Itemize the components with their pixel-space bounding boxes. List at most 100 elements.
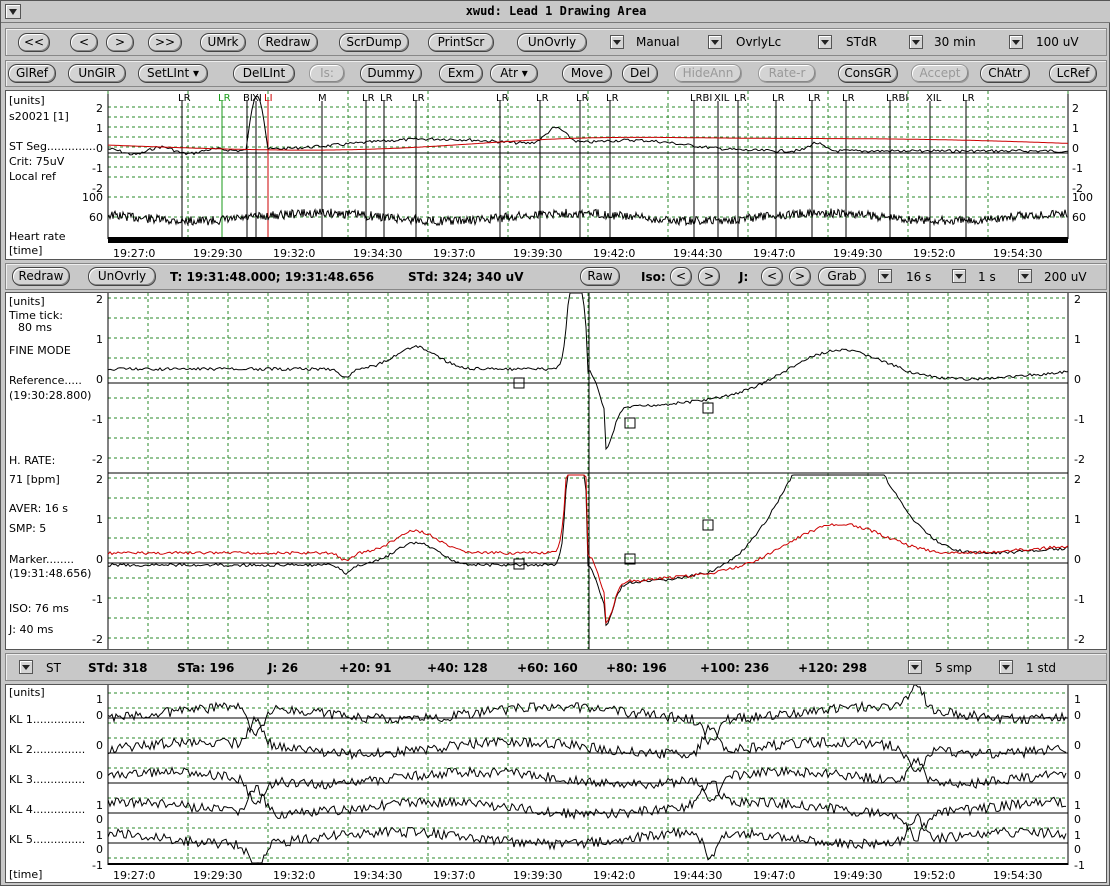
first-page-button[interactable]: <<: [18, 33, 50, 52]
last-page-button[interactable]: >>: [148, 33, 182, 52]
mode-dropdown-icon[interactable]: [610, 35, 624, 49]
beat-top-y-tick-right: -1: [1074, 413, 1085, 426]
annotation-label: LR: [576, 93, 589, 104]
grab-button[interactable]: Grab: [818, 267, 866, 286]
kl-time-tick: 19:29:30: [193, 869, 242, 882]
hideann-button[interactable]: HideAnn: [674, 64, 742, 83]
annotation-label: LR: [218, 93, 231, 104]
annotation-label: LR: [536, 93, 549, 104]
step-select[interactable]: 1 s: [978, 270, 996, 284]
kl-panel[interactable]: 1 1 0 0 0 0 0 0 1 1 0 0 1 1 0 0 -1 -1 19:27:0 19:29:30 19:32…: [5, 684, 1107, 883]
unglr-button[interactable]: UnGlR: [68, 64, 126, 83]
beat-scale-select[interactable]: 200 uV: [1044, 270, 1087, 284]
window-select[interactable]: 16 s: [906, 270, 932, 284]
is-button[interactable]: Is:: [309, 64, 345, 83]
printscr-button[interactable]: PrintScr: [428, 33, 494, 52]
beat-unovrly-button[interactable]: UnOvrly: [88, 267, 156, 286]
kl-y-tick-left: 0: [96, 813, 103, 826]
trend-time-tick: 19:27:0: [113, 247, 155, 259]
beat-plot[interactable]: 2 2 1 1 0 0 -1 -1 -2 -2 2 2 1 1 0 0 -1 -1 -2 -2: [6, 293, 1106, 649]
std-select[interactable]: 1 std: [1026, 661, 1057, 675]
exm-button[interactable]: Exm: [439, 64, 483, 83]
hr-y-tick-right: 100: [1072, 191, 1093, 204]
heart-rate-label: Heart rate: [9, 230, 66, 243]
beat-toolbar: Redraw UnOvrly T: 19:31:48.000; 19:31:48…: [5, 263, 1107, 290]
heart-rate-line: [107, 208, 1068, 227]
scrdump-button[interactable]: ScrDump: [339, 33, 409, 52]
fine-mode-label: FINE MODE: [9, 344, 71, 357]
stdr-dropdown-icon[interactable]: [818, 35, 832, 49]
kl-y-tick-left: 1: [96, 693, 103, 706]
current-beat-line: [107, 474, 1069, 627]
fiducial-square: [513, 377, 525, 389]
move-button[interactable]: Move: [562, 64, 612, 83]
glref-button[interactable]: GlRef: [8, 64, 56, 83]
dummy-button[interactable]: Dummy: [360, 64, 422, 83]
trend-panel[interactable]: 2 2 1 1 0 0 -1 -1 -2 -2 100 100 60 60 LR LR BI XI LI M LR LR L…: [5, 90, 1107, 260]
trend-time-tick: 19:44:30: [673, 247, 722, 259]
kl5-line: [107, 813, 1067, 864]
chatr-button[interactable]: ChAtr: [980, 64, 1030, 83]
annotation-label: LR: [962, 93, 975, 104]
span-select[interactable]: 30 min: [934, 35, 976, 49]
kl-y-tick-right: 0: [1074, 709, 1081, 722]
j-left-button[interactable]: <: [761, 267, 783, 286]
lcref-button[interactable]: LcRef: [1049, 64, 1097, 83]
setlint-button[interactable]: SetLInt ▾: [138, 64, 208, 83]
window-dropdown-icon[interactable]: [878, 269, 892, 283]
del-button[interactable]: Del: [622, 64, 658, 83]
smp-select[interactable]: 5 smp: [935, 661, 973, 675]
local-ref-label: Local ref: [9, 170, 56, 183]
beat-bot-y-tick-right: -1: [1074, 593, 1085, 606]
stdr-select[interactable]: STdR: [846, 35, 877, 49]
hr-y-tick-left: 100: [82, 191, 103, 204]
atr-button[interactable]: Atr ▾: [490, 64, 538, 83]
kl-plot[interactable]: 1 10 00 00 01 10 01 10 0-1 -119:27:0 19:29:30 19:32…: [6, 685, 1106, 882]
marker-beat-line: [107, 474, 1069, 625]
overlay-select[interactable]: OvrlyLc: [736, 35, 782, 49]
fiducial-square: [624, 553, 636, 565]
time-tick-value: 80 ms: [18, 321, 52, 334]
redraw-button[interactable]: Redraw: [258, 33, 318, 52]
overlay-dropdown-icon[interactable]: [708, 35, 722, 49]
trend-y-tick-left: 0: [96, 142, 103, 155]
std-dropdown-icon[interactable]: [999, 660, 1013, 674]
iso-left-button[interactable]: <: [670, 267, 692, 286]
plus80-value: +80: 196: [606, 661, 667, 675]
window-title: xwud: Lead 1 Drawing Area: [465, 4, 647, 18]
mode-select[interactable]: Manual: [636, 35, 680, 49]
raw-button[interactable]: Raw: [580, 267, 620, 286]
dellint-button[interactable]: DelLInt: [233, 64, 295, 83]
kl5-label: KL 5...............: [9, 833, 86, 846]
j-right-button[interactable]: >: [789, 267, 811, 286]
step-dropdown-icon[interactable]: [952, 269, 966, 283]
beat-bot-y-tick-left: 0: [96, 553, 103, 566]
beat-panel[interactable]: 2 2 1 1 0 0 -1 -1 -2 -2 2 2 1 1 0 0 -1 -1 -2 -2 [units] Tim…: [5, 292, 1107, 650]
scale-select[interactable]: 100 uV: [1036, 35, 1079, 49]
unovrly-button[interactable]: UnOvrly: [517, 33, 587, 52]
span-dropdown-icon[interactable]: [909, 35, 923, 49]
scale-dropdown-icon[interactable]: [1009, 35, 1023, 49]
st-dropdown-icon[interactable]: [19, 660, 33, 674]
plus120-value: +120: 298: [798, 661, 868, 675]
beat-redraw-button[interactable]: Redraw: [12, 267, 70, 286]
hr-y-tick-left: 60: [89, 211, 103, 224]
smp-dropdown-icon[interactable]: [908, 660, 922, 674]
trend-time-tick: 19:29:30: [193, 247, 242, 259]
consgr-button[interactable]: ConsGR: [838, 64, 898, 83]
umrk-button[interactable]: UMrk: [200, 33, 246, 52]
previous-page-button[interactable]: <: [70, 33, 98, 52]
window-menu-button[interactable]: [5, 4, 21, 19]
navigation-toolbar: << < > >> UMrk Redraw ScrDump PrintScr U…: [5, 28, 1107, 56]
beat-scale-dropdown-icon[interactable]: [1018, 269, 1032, 283]
beat-top-y-tick-left: -1: [92, 413, 103, 426]
st-select[interactable]: ST: [46, 661, 61, 675]
fiducial-square: [624, 417, 636, 429]
rate-r-button[interactable]: Rate-r: [758, 64, 816, 83]
next-page-button[interactable]: >: [106, 33, 134, 52]
accept-button[interactable]: Accept: [911, 64, 969, 83]
iso-right-button[interactable]: >: [698, 267, 720, 286]
kl-time-tick: 19:42:0: [593, 869, 635, 882]
annotation-label: LR: [842, 93, 855, 104]
